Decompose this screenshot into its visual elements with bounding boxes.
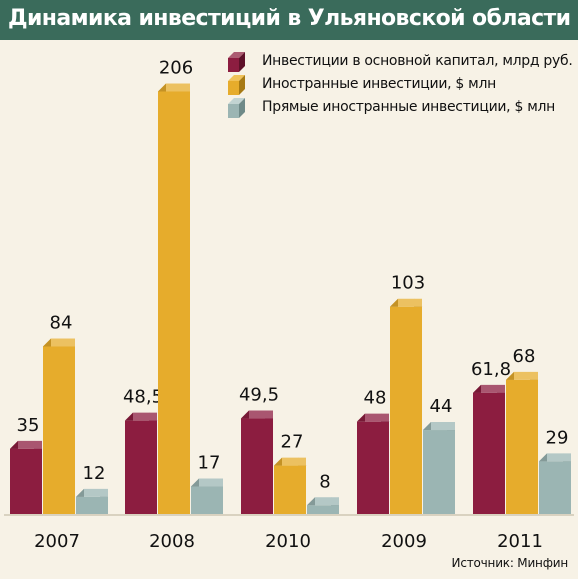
legend-item-direct-foreign-investment: Прямые иностранные инвестиции, $ млн [228, 96, 572, 119]
data-label-2007-s3: 12 [83, 463, 106, 484]
bar-2008-s2-edge [158, 83, 166, 92]
data-label-2011-s2: 68 [513, 346, 536, 367]
category-label-2007: 2007 [34, 531, 80, 552]
category-label-2011: 2011 [497, 531, 543, 552]
chart-title: Динамика инвестиций в Ульяновской област… [8, 6, 571, 31]
data-label-2007-s1: 35 [17, 415, 40, 436]
legend-swatch-foreign-investment [228, 75, 245, 95]
legend-label-direct-foreign-investment: Прямые иностранные инвестиции, $ млн [262, 99, 555, 115]
bar-2010-s3-edge [307, 497, 315, 506]
bar-2008-s1-edge [125, 412, 133, 421]
bar-2007-s2-edge [43, 338, 51, 347]
bar-2007-s3-edge [76, 488, 84, 497]
bar-2008-s3 [191, 486, 223, 514]
data-label-2008-s1: 48,5 [123, 387, 163, 408]
legend: Инвестиции в основной капитал, млрд руб.… [228, 50, 573, 119]
legend-label-capital-investment: Инвестиции в основной капитал, млрд руб. [262, 53, 573, 69]
legend-swatch-direct-foreign-investment [228, 98, 245, 118]
bar-2011-s1-edge [473, 384, 481, 393]
title-bar: Динамика инвестиций в Ульяновской област… [0, 0, 578, 40]
data-label-2010-s1: 49,5 [239, 385, 279, 406]
bar-2011-s3 [539, 461, 571, 514]
bar-2008-s2 [158, 91, 190, 515]
data-label-2011-s1: 61,8 [471, 359, 511, 380]
bar-2008-s3-edge [191, 478, 199, 487]
data-label-2009-s3: 44 [430, 396, 453, 417]
bar-2010-s3 [307, 505, 339, 514]
legend-swatch-capital-investment [228, 52, 245, 72]
bar-2011-s2-edge [506, 371, 514, 380]
bar-2010-s2-edge [274, 457, 282, 466]
legend-item-capital-investment: Инвестиции в основной капитал, млрд руб. [228, 50, 573, 73]
bar-2009-s2 [390, 306, 422, 514]
bar-2010-s1-edge [241, 410, 249, 419]
data-label-2009-s2: 103 [391, 273, 425, 294]
bar-2007-s3 [76, 496, 108, 514]
bar-2009-s3 [423, 430, 455, 514]
bar-2008-s1 [125, 420, 157, 514]
category-label-2009: 2009 [381, 531, 427, 552]
bar-2009-s1 [357, 421, 389, 514]
bar-2009-s1-edge [357, 413, 365, 422]
data-label-2008-s2: 206 [159, 57, 193, 78]
data-label-2010-s3: 8 [319, 471, 330, 492]
bar-2007-s1 [10, 448, 42, 514]
data-label-2011-s3: 29 [546, 427, 569, 448]
source-note: Источник: Минфин [451, 556, 569, 570]
legend-label-foreign-investment: Иностранные инвестиции, $ млн [262, 76, 496, 92]
bar-2009-s3-edge [423, 422, 431, 431]
bar-2010-s1 [241, 418, 273, 514]
bar-2009-s2-edge [390, 298, 398, 307]
bar-2011-s1 [473, 392, 505, 514]
bar-2010-s2 [274, 465, 306, 514]
category-label-2008: 2008 [149, 531, 195, 552]
bar-2011-s2 [506, 379, 538, 514]
bar-2011-s3-edge [539, 453, 547, 462]
data-label-2010-s2: 27 [281, 432, 304, 453]
bar-2007-s1-edge [10, 440, 18, 449]
legend-item-foreign-investment: Иностранные инвестиции, $ млн [228, 73, 572, 96]
data-label-2008-s3: 17 [198, 452, 221, 473]
data-label-2007-s2: 84 [50, 312, 73, 333]
category-label-2010: 2010 [265, 531, 311, 552]
chart-baseline [4, 514, 574, 516]
bar-2007-s2 [43, 346, 75, 514]
data-label-2009-s1: 48 [364, 388, 387, 409]
